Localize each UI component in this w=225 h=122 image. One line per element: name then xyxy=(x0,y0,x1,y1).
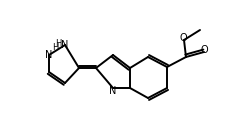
Text: H: H xyxy=(55,39,61,47)
Text: O: O xyxy=(199,45,207,55)
Text: O: O xyxy=(178,33,186,43)
Text: N: N xyxy=(45,50,52,60)
Text: H: H xyxy=(52,42,58,51)
Text: N: N xyxy=(109,86,116,96)
Text: N: N xyxy=(61,40,68,50)
